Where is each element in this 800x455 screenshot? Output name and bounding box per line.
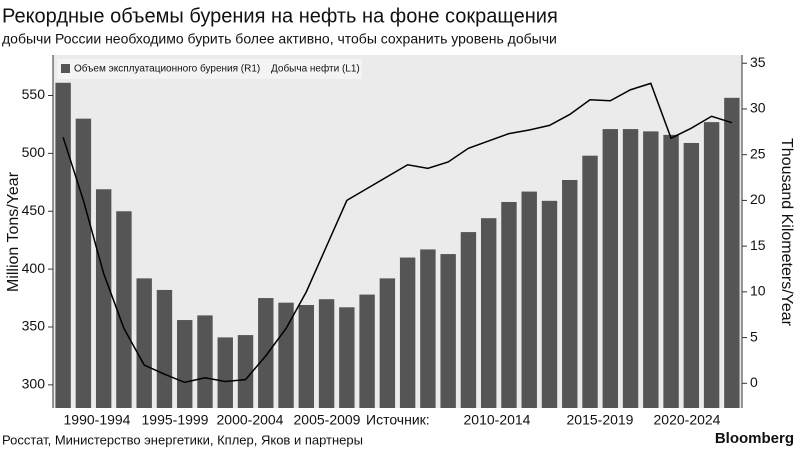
legend-label: Объем эксплуатационного бурения (R1) xyxy=(74,63,260,75)
y2-tick-label: 20 xyxy=(750,191,766,207)
bar xyxy=(399,257,416,408)
x-group-label: 2010-2014 xyxy=(464,412,531,428)
bar xyxy=(95,189,112,408)
bar xyxy=(177,320,193,408)
x-group-label: 1990-1994 xyxy=(64,412,131,428)
bar xyxy=(663,134,679,408)
bar xyxy=(622,129,639,408)
bar xyxy=(724,97,740,409)
y2-tick-label: 10 xyxy=(750,283,766,299)
bar xyxy=(217,337,233,408)
bar xyxy=(55,82,71,409)
source: Росстат, Министерство энергетики, Кплер,… xyxy=(2,432,363,447)
bar xyxy=(197,315,213,408)
y-tick-label: 350 xyxy=(22,318,46,334)
bar xyxy=(136,278,152,408)
brand: Bloomberg xyxy=(715,430,794,447)
legend-box xyxy=(57,59,362,79)
bar xyxy=(156,289,173,408)
bar xyxy=(541,200,558,408)
bar xyxy=(602,129,618,408)
bar xyxy=(237,335,254,408)
chart-title: Рекордные объемы бурения на нефть на фон… xyxy=(2,5,558,27)
bar xyxy=(480,218,497,408)
plot-area xyxy=(53,55,742,408)
y2-tick-label: 5 xyxy=(750,328,758,344)
bar xyxy=(582,155,598,408)
bar xyxy=(258,298,274,408)
bar xyxy=(359,294,375,408)
bar xyxy=(562,179,578,408)
x-group-label: 2015-2019 xyxy=(567,412,634,428)
bar xyxy=(440,254,456,408)
y2-tick-label: 35 xyxy=(750,54,766,70)
bar xyxy=(703,122,720,408)
source-label: Источник: xyxy=(366,412,430,428)
bar xyxy=(521,191,537,408)
legend-label: Добыча нефти (L1) xyxy=(271,63,360,75)
y2-tick-label: 0 xyxy=(750,374,758,390)
bar xyxy=(318,299,335,408)
y2-axis-label: Thousand Kilometers/Year xyxy=(778,138,795,327)
bar xyxy=(278,302,294,408)
bar xyxy=(116,211,132,408)
bar xyxy=(298,304,315,408)
y-tick-label: 400 xyxy=(22,260,46,276)
legend-swatch xyxy=(61,64,70,73)
bar xyxy=(460,232,477,408)
bar xyxy=(339,307,355,408)
bar xyxy=(501,201,517,408)
line xyxy=(62,82,733,384)
bar xyxy=(643,131,659,408)
chart-subtitle: добычи России необходимо бурить более ак… xyxy=(2,31,557,47)
y2-tick-label: 25 xyxy=(750,145,766,161)
bar xyxy=(683,142,700,408)
y-tick-label: 500 xyxy=(22,144,46,160)
x-group-label: 2000-2004 xyxy=(217,412,284,428)
x-group-label: 1995-1999 xyxy=(142,412,209,428)
y-axis-label: Million Tons/Year xyxy=(5,171,22,292)
y-tick-label: 550 xyxy=(22,86,46,102)
y2-tick-label: 30 xyxy=(750,100,766,116)
bar xyxy=(420,249,436,408)
y-tick-label: 300 xyxy=(22,376,46,392)
y2-tick-label: 15 xyxy=(750,237,766,253)
bar xyxy=(379,278,396,408)
x-group-label: 2005-2009 xyxy=(294,412,361,428)
y-tick-label: 450 xyxy=(22,202,46,218)
x-group-label: 2020-2024 xyxy=(654,412,721,428)
bar xyxy=(75,118,92,409)
